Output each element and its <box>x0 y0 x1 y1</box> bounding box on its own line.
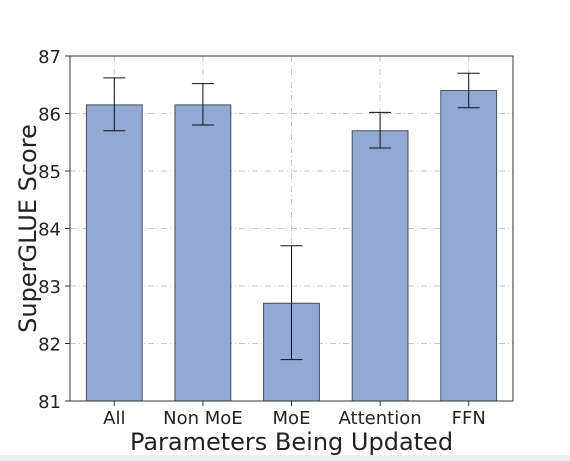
x-tick-label: Non MoE <box>163 408 243 429</box>
bar-attention <box>351 130 409 402</box>
x-axis-label: Parameters Being Updated <box>130 428 453 455</box>
x-ticks: All Non MoE MoE Attention FFN <box>103 401 486 429</box>
y-ticks: 81 82 83 84 85 86 87 <box>38 47 70 413</box>
bars <box>85 90 498 402</box>
x-tick-label: FFN <box>452 408 486 429</box>
error-bar <box>103 77 126 132</box>
y-tick-label: 85 <box>38 162 61 183</box>
error-bars <box>103 72 480 361</box>
x-tick-label: Attention <box>339 408 422 429</box>
y-tick-label: 83 <box>38 277 61 298</box>
error-bar <box>280 245 303 361</box>
y-tick-label: 84 <box>38 220 61 241</box>
error-bar <box>191 83 214 126</box>
bottom-strip <box>0 455 570 461</box>
y-tick-label: 82 <box>38 335 61 356</box>
bar-non-moe <box>174 104 232 402</box>
y-axis-label: SuperGLUE Score <box>14 124 42 333</box>
error-bar <box>369 111 392 149</box>
y-tick-label: 81 <box>38 392 61 413</box>
y-tick-label: 86 <box>38 105 61 126</box>
x-tick-label: MoE <box>273 408 311 429</box>
y-tick-label: 87 <box>38 47 61 68</box>
bar-all <box>85 104 143 402</box>
error-bar <box>457 72 480 109</box>
bar-ffn <box>440 90 498 402</box>
x-tick-label: All <box>103 408 125 429</box>
